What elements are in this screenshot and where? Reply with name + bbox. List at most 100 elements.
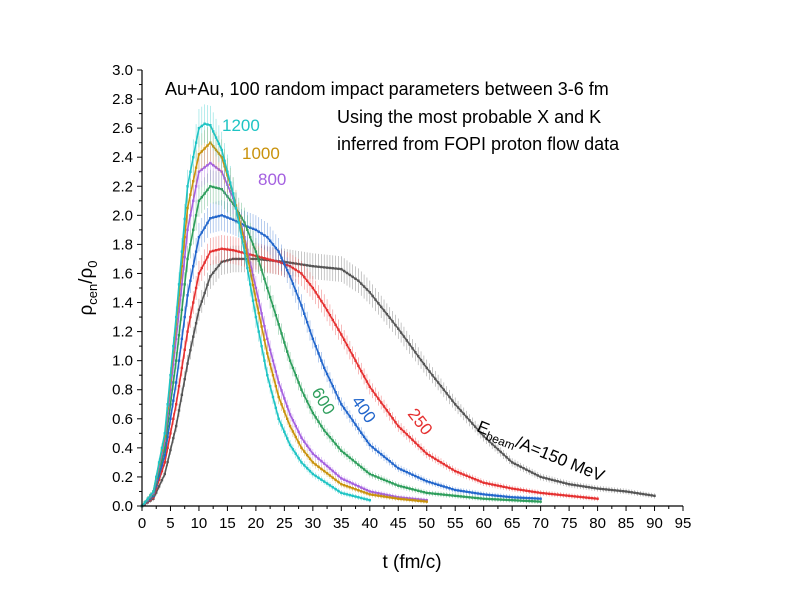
- data-point: [297, 381, 300, 384]
- x-tick-label: 60: [475, 515, 492, 532]
- data-point: [473, 478, 477, 481]
- data-point: [180, 283, 184, 286]
- data-point: [459, 472, 463, 475]
- data-point: [340, 403, 343, 406]
- data-point: [485, 437, 488, 441]
- data-point: [397, 467, 400, 470]
- data-point: [251, 299, 255, 302]
- data-point: [217, 264, 221, 267]
- data-point: [197, 308, 201, 311]
- data-point: [340, 333, 343, 336]
- data-point: [200, 124, 203, 128]
- data-point: [283, 262, 286, 266]
- data-point: [214, 215, 218, 218]
- data-point: [354, 359, 357, 362]
- data-point: [479, 480, 483, 483]
- data-point: [405, 433, 409, 436]
- data-point: [368, 472, 371, 476]
- data-point: [405, 486, 409, 490]
- data-point: [177, 310, 181, 313]
- data-point: [189, 279, 192, 282]
- data-point: [317, 352, 320, 355]
- data-point: [362, 491, 366, 494]
- data-point: [257, 311, 260, 315]
- series-600: [140, 169, 542, 509]
- data-point: [368, 493, 371, 496]
- data-point: [462, 490, 465, 493]
- data-point: [271, 304, 275, 308]
- data-point: [206, 221, 209, 225]
- data-point: [320, 467, 323, 471]
- data-point: [189, 315, 192, 319]
- data-point: [394, 464, 397, 468]
- data-point: [357, 485, 360, 488]
- data-point: [317, 295, 320, 298]
- data-point: [300, 272, 303, 275]
- data-point: [533, 500, 537, 503]
- data-point: [542, 476, 545, 479]
- data-point: [277, 323, 280, 326]
- data-point: [650, 494, 653, 497]
- data-point: [362, 487, 366, 491]
- data-point: [200, 168, 203, 171]
- data-point: [266, 235, 269, 239]
- data-point: [505, 486, 508, 489]
- data-point: [226, 170, 229, 173]
- data-point: [266, 286, 269, 290]
- data-point: [559, 480, 562, 484]
- data-point: [303, 394, 306, 397]
- data-point: [157, 461, 161, 464]
- data-point: [277, 250, 280, 253]
- data-point: [331, 476, 334, 479]
- data-point: [408, 498, 411, 502]
- data-point: [414, 441, 417, 444]
- data-point: [314, 474, 317, 478]
- data-point: [368, 291, 371, 294]
- data-point: [422, 478, 426, 482]
- data-point: [382, 478, 386, 482]
- data-point: [360, 490, 363, 493]
- data-point: [399, 427, 403, 431]
- data-point: [257, 299, 260, 302]
- data-point: [434, 377, 437, 381]
- y-tick-label: 0.4: [112, 440, 133, 457]
- data-point: [209, 250, 212, 253]
- data-point: [425, 480, 428, 483]
- data-point: [283, 430, 286, 434]
- data-point: [297, 456, 300, 460]
- annotation-line-2: Using the most probable X and K: [337, 107, 601, 127]
- data-point: [266, 257, 269, 261]
- data-point: [399, 485, 403, 488]
- x-tick-label: 55: [447, 515, 464, 532]
- label-1200: 1200: [222, 116, 260, 135]
- data-point: [334, 478, 337, 482]
- x-tick-label: 15: [219, 515, 236, 532]
- data-point: [414, 474, 417, 478]
- data-point: [305, 444, 309, 447]
- data-point: [357, 463, 360, 466]
- data-point: [214, 136, 218, 139]
- data-point: [277, 395, 280, 399]
- y-tick-label: 1.2: [112, 324, 133, 341]
- x-tick-label: 35: [333, 515, 350, 532]
- data-point: [491, 497, 494, 501]
- data-point: [311, 472, 315, 476]
- data-point: [186, 362, 189, 365]
- data-point: [192, 335, 195, 338]
- data-point: [590, 496, 594, 500]
- data-point: [328, 467, 332, 470]
- data-point: [331, 486, 334, 489]
- data-point: [411, 347, 414, 350]
- data-point: [360, 369, 363, 373]
- data-point: [636, 492, 639, 495]
- annotation-line-3: inferred from FOPI proton flow data: [337, 134, 620, 154]
- data-point: [428, 370, 431, 373]
- data-point: [468, 496, 471, 499]
- data-point: [297, 270, 300, 273]
- data-point: [342, 338, 346, 341]
- data-point: [402, 485, 406, 489]
- data-point: [371, 490, 374, 494]
- data-point: [476, 496, 480, 500]
- data-point: [283, 397, 286, 400]
- data-point: [200, 150, 203, 153]
